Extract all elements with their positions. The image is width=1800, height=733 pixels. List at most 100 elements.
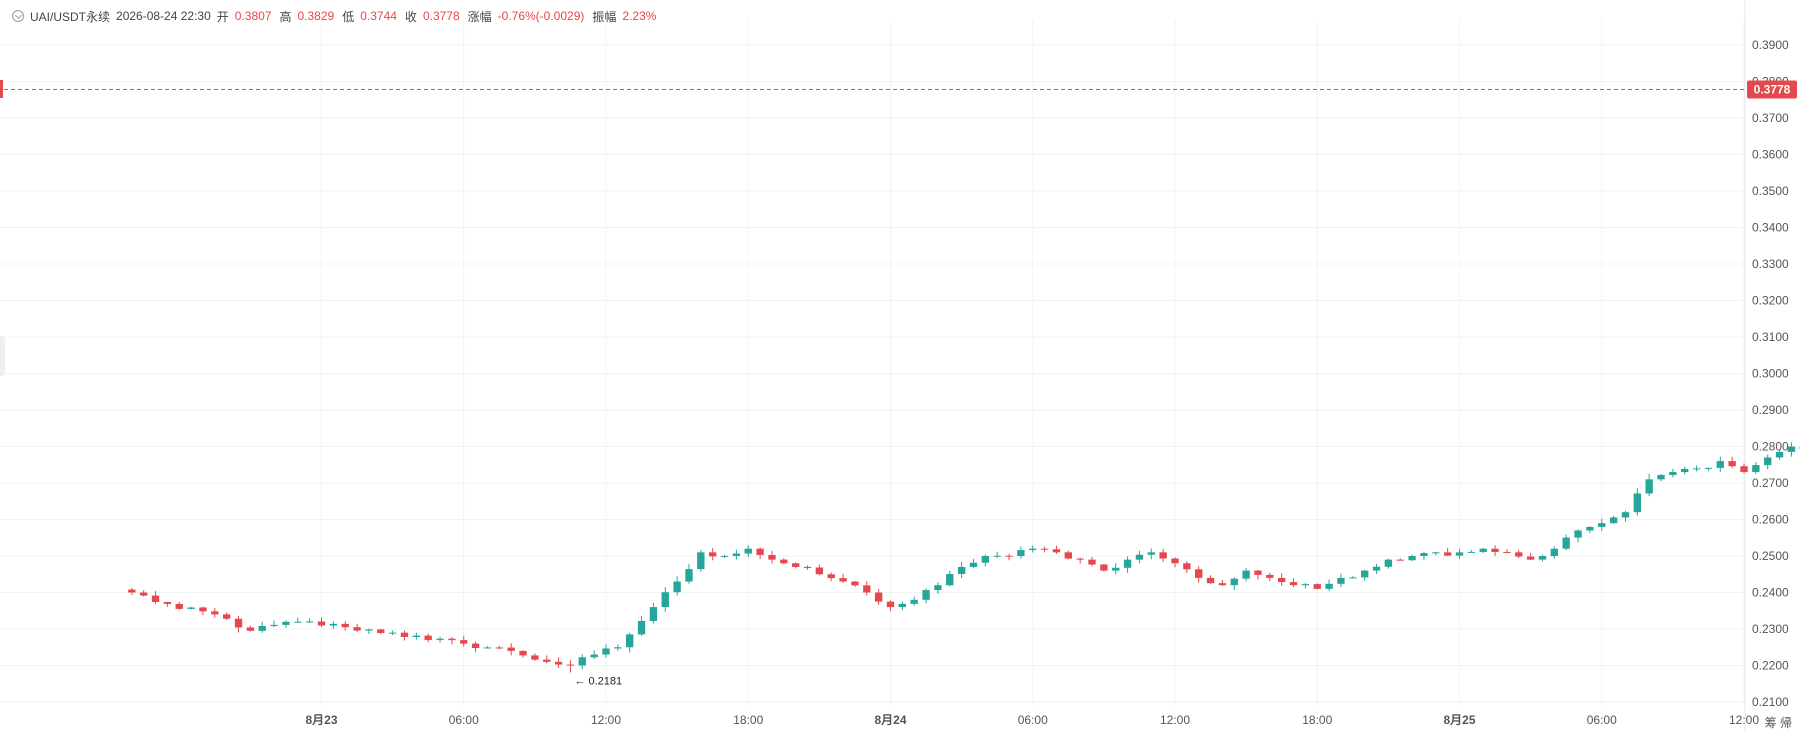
candle-body[interactable] [732,553,741,556]
candle-body[interactable] [353,627,361,631]
candle-body[interactable] [898,603,907,608]
candle-body[interactable] [187,607,195,609]
candle-body[interactable] [1360,570,1369,578]
candle-body[interactable] [791,563,800,567]
candle-body[interactable] [1775,451,1784,458]
candle-body[interactable] [1206,577,1215,584]
candle-body[interactable] [1337,577,1345,584]
candle-body[interactable] [756,548,764,555]
candle-body[interactable] [1218,583,1227,586]
candle-body[interactable] [460,640,468,644]
candle-body[interactable] [1112,567,1120,571]
candle-body[interactable] [697,552,705,570]
candle-body[interactable] [815,567,824,575]
candle-body[interactable] [981,556,990,563]
candle-body[interactable] [531,655,539,660]
candle-body[interactable] [720,556,729,557]
candle-body[interactable] [1123,559,1132,568]
candle-body[interactable] [377,629,385,634]
candle-body[interactable] [1787,446,1796,452]
candle-body[interactable] [685,569,693,582]
candle-body[interactable] [1526,556,1535,560]
candle-body[interactable] [1005,555,1013,557]
candle-body[interactable] [1076,558,1084,560]
candle-body[interactable] [1657,474,1665,480]
candle-body[interactable] [673,581,681,593]
candle-body[interactable] [1455,552,1464,556]
candle-body[interactable] [839,578,847,582]
candle-body[interactable] [1088,559,1096,565]
candle-body[interactable] [1550,548,1559,557]
candle-body[interactable] [1443,552,1452,556]
candle-body[interactable] [1266,574,1274,578]
candle-body[interactable] [886,601,895,608]
candle-body[interactable] [768,554,776,560]
candle-body[interactable] [590,654,598,658]
candle-body[interactable] [507,647,515,651]
candle-body[interactable] [471,643,480,648]
candle-body[interactable] [993,555,1001,557]
candle-body[interactable] [910,599,918,604]
candle-body[interactable] [1384,559,1393,567]
candle-body[interactable] [1195,569,1203,578]
candle-body[interactable] [543,659,551,662]
candle-body[interactable] [400,632,409,637]
candle-body[interactable] [637,620,646,635]
candle-body[interactable] [1408,556,1416,561]
candle-body[interactable] [1052,549,1061,553]
candle-body[interactable] [1230,578,1238,586]
candle-body[interactable] [1396,559,1404,561]
candle-body[interactable] [1752,465,1760,473]
candle-body[interactable] [329,623,338,626]
candle-body[interactable] [626,634,634,648]
candle-body[interactable] [294,621,302,623]
candle-body[interactable] [1017,550,1025,556]
candle-body[interactable] [1349,577,1357,579]
candle-body[interactable] [957,566,966,574]
candle-body[interactable] [495,647,503,649]
candle-body[interactable] [175,603,183,609]
candle-body[interactable] [1029,548,1037,551]
candle-body[interactable] [1716,461,1724,468]
candle-body[interactable] [317,621,326,626]
candle-body[interactable] [1135,554,1144,560]
candle-body[interactable] [874,592,883,602]
candle-body[interactable] [709,552,717,557]
candle-body[interactable] [1669,472,1677,475]
candle-body[interactable] [1704,467,1713,469]
candle-body[interactable] [1633,493,1641,513]
candle-body[interactable] [258,626,266,631]
candle-body[interactable] [1609,517,1618,524]
candle-body[interactable] [1278,577,1286,583]
candle-body[interactable] [827,574,835,579]
candle-body[interactable] [1598,523,1606,527]
candle-body[interactable] [211,611,219,615]
candle-body[interactable] [1479,548,1487,552]
candle-body[interactable] [1764,457,1772,466]
candle-body[interactable] [614,647,622,649]
candle-body[interactable] [922,590,930,600]
candle-body[interactable] [1515,552,1523,557]
candle-body[interactable] [234,618,243,628]
candle-body[interactable] [412,635,421,637]
candle-body[interactable] [199,607,207,612]
candle-body[interactable] [851,581,859,586]
candle-body[interactable] [602,648,610,655]
candle-body[interactable] [1183,563,1191,570]
candle-body[interactable] [1645,479,1653,494]
candle-body[interactable] [1289,582,1298,586]
candle-body[interactable] [744,548,752,554]
candle-body[interactable] [222,614,231,619]
candle-body[interactable] [780,559,788,564]
candle-body[interactable] [1171,558,1179,564]
candle-body[interactable] [1432,552,1440,554]
eye-icon[interactable] [12,10,24,22]
candle-body[interactable] [282,621,290,625]
candle-body[interactable] [803,566,812,568]
candle-body[interactable] [1538,556,1547,560]
candle-body[interactable] [1254,570,1262,575]
candle-body[interactable] [1681,468,1689,473]
candle-body[interactable] [1420,553,1428,556]
candle-body[interactable] [519,650,527,656]
